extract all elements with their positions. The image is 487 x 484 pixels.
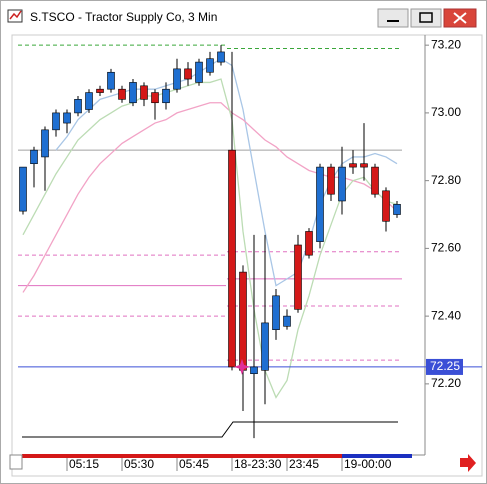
candle-body <box>228 149 236 368</box>
scroll-arrow[interactable] <box>460 454 476 472</box>
candle-body <box>30 149 38 165</box>
x-tick-label: 05:15 <box>69 457 99 471</box>
moving-average <box>22 78 398 399</box>
minimize-button[interactable] <box>377 8 409 28</box>
candle-body <box>129 82 137 104</box>
candle-body <box>19 166 27 212</box>
candle-body <box>173 68 181 90</box>
candle-body <box>371 166 379 195</box>
candle-body <box>382 190 390 222</box>
candle-body <box>74 99 82 114</box>
x-tick-label: 23:45 <box>289 457 319 471</box>
plot: 73.20 73.00 72.80 72.60 72.40 72.20 05:15 05:30… <box>18 37 482 471</box>
candle-body <box>63 112 71 124</box>
restore-button[interactable] <box>410 8 442 28</box>
candle-body <box>360 163 368 168</box>
candle-body <box>393 204 401 215</box>
candle-body <box>206 58 214 73</box>
candle-body <box>195 61 203 83</box>
window-icon <box>7 9 23 23</box>
x-tick-label: 18-23:30 <box>234 457 282 471</box>
scroll-box[interactable] <box>9 454 23 470</box>
candle-body <box>85 92 93 110</box>
candle-body <box>118 88 126 100</box>
y-tick-label: 72.60 <box>431 241 461 255</box>
window-title: S.TSCO - Tractor Supply Co, 3 Min <box>30 10 217 24</box>
candle-body <box>140 85 148 100</box>
candle-body <box>151 92 159 104</box>
candle-body <box>272 295 280 330</box>
trade-marker <box>234 358 250 375</box>
candle-body <box>52 112 60 131</box>
y-tick-label: 73.00 <box>431 105 461 119</box>
progress-bar <box>22 454 342 458</box>
x-tick-label: 19-00:00 <box>344 457 392 471</box>
candle-body <box>239 271 247 371</box>
candle-body <box>41 129 49 158</box>
progress-bar <box>342 454 412 458</box>
last-price-box <box>426 358 463 375</box>
candle-body <box>162 88 170 104</box>
x-tick-label: 05:45 <box>179 457 209 471</box>
y-tick-label: 72.20 <box>431 376 461 390</box>
y-tick-label: 72.40 <box>431 308 461 322</box>
candle-body <box>283 315 291 327</box>
candle-body <box>294 244 302 310</box>
candle-body <box>107 71 115 90</box>
y-tick-label: 72.80 <box>431 173 461 187</box>
close-button[interactable] <box>443 8 477 28</box>
moving-average <box>55 57 398 287</box>
y-tick-label: 73.20 <box>431 37 461 51</box>
candle-body <box>184 68 192 80</box>
step-line <box>22 421 398 438</box>
candle-body <box>96 88 104 93</box>
x-tick-label: 05:30 <box>124 457 154 471</box>
last-price-label: 72.25 <box>430 359 460 373</box>
candle-body <box>217 51 225 63</box>
candle-body <box>338 166 346 202</box>
candle-body <box>261 322 269 371</box>
candle-body <box>250 366 258 375</box>
candle-body <box>349 163 357 168</box>
candle-body <box>305 231 313 256</box>
candle-body <box>327 166 335 195</box>
candle-body <box>316 166 324 242</box>
